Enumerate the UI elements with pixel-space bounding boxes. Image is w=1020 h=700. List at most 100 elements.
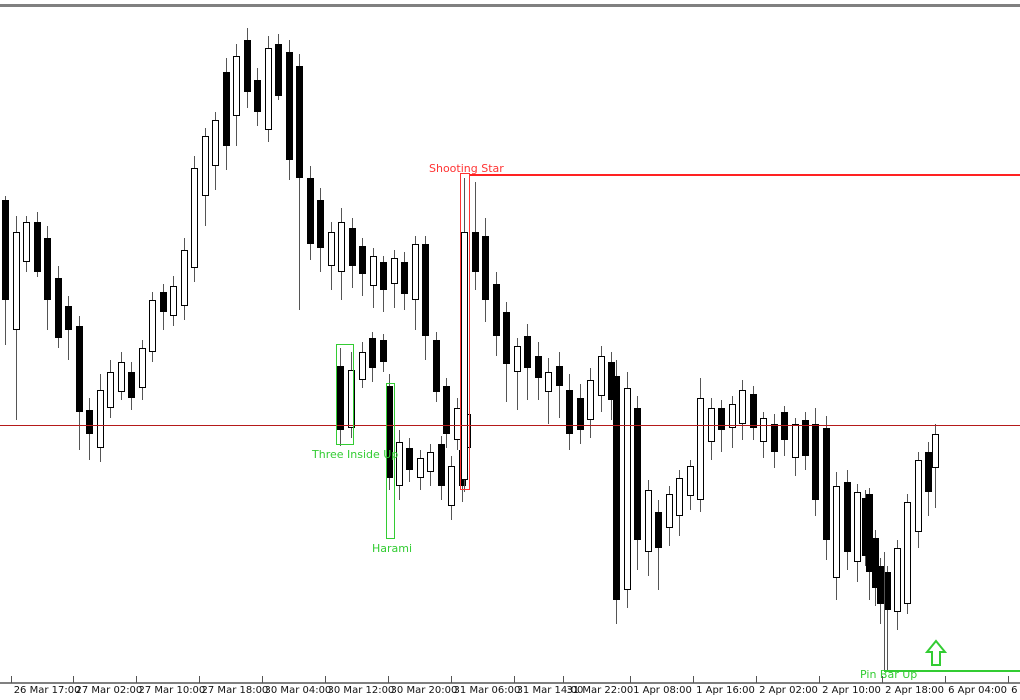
support-line[interactable] bbox=[0, 425, 1020, 426]
candle-body-bearish bbox=[482, 236, 489, 300]
x-axis-tick bbox=[563, 676, 565, 683]
candle-body-bullish bbox=[181, 250, 188, 306]
x-axis-tick-label: 2 Apr 18:00 bbox=[885, 685, 944, 696]
pin-bar-up-marker-line[interactable] bbox=[884, 552, 885, 670]
candle-body-bearish bbox=[503, 312, 510, 364]
candle-body-bullish bbox=[915, 460, 922, 532]
x-axis-tick bbox=[513, 676, 515, 683]
candle-body-bullish bbox=[729, 404, 736, 428]
candle-body-bearish bbox=[160, 292, 167, 312]
x-axis-tick bbox=[693, 676, 695, 683]
candle-body-bearish bbox=[613, 376, 620, 600]
candle-body-bearish bbox=[750, 394, 757, 428]
x-axis-tick-label: 27 Mar 18:00 bbox=[201, 685, 269, 696]
candle-body-bullish bbox=[833, 486, 840, 578]
candle-body-bullish bbox=[233, 56, 240, 116]
candle-body-bearish bbox=[55, 278, 62, 338]
candle-body-bearish bbox=[771, 424, 778, 452]
candle-body-bearish bbox=[577, 398, 584, 430]
x-axis-line bbox=[0, 682, 1020, 684]
candle-body-bullish bbox=[676, 478, 683, 516]
candle-body-bearish bbox=[535, 356, 542, 378]
candle-wick bbox=[299, 54, 300, 310]
pin-bar-level-line[interactable] bbox=[884, 670, 1020, 672]
candle-body-bearish bbox=[380, 262, 387, 290]
three-inside-up-box[interactable] bbox=[336, 344, 354, 445]
candle-body-bullish bbox=[191, 168, 198, 268]
candle-body-bearish bbox=[317, 200, 324, 248]
candle-body-bullish bbox=[139, 348, 146, 388]
x-axis-tick bbox=[387, 676, 389, 683]
x-axis-tick-label: 1 Apr 08:00 bbox=[633, 685, 692, 696]
candle-body-bearish bbox=[877, 566, 884, 604]
candle-body-bullish bbox=[23, 222, 30, 262]
candle-body-bearish bbox=[44, 238, 51, 300]
harami-box[interactable] bbox=[386, 383, 395, 539]
candle-body-bullish bbox=[687, 466, 694, 496]
candle-body-bullish bbox=[118, 362, 125, 392]
candle-body-bullish bbox=[645, 490, 652, 552]
x-axis-tick bbox=[261, 676, 263, 683]
candle-body-bearish bbox=[781, 412, 788, 440]
candle-body-bearish bbox=[2, 200, 9, 300]
candle-body-bullish bbox=[545, 372, 552, 392]
candle-body-bullish bbox=[97, 390, 104, 448]
x-axis-tick-label: 31 Mar 22:00 bbox=[566, 685, 634, 696]
x-axis: 26 Mar 17:00 27 Mar 02:00 27 Mar 10:00 27 M… bbox=[0, 676, 1020, 700]
candle-body-bearish bbox=[438, 444, 445, 486]
candle-body-bullish bbox=[894, 548, 901, 612]
x-axis-tick-label: 31 Mar 06:00 bbox=[453, 685, 521, 696]
shooting-star-box[interactable] bbox=[460, 173, 470, 490]
candle-body-bullish bbox=[598, 356, 605, 396]
candle-body-bearish bbox=[823, 428, 830, 540]
x-axis-tick-label: 30 Mar 04:00 bbox=[264, 685, 332, 696]
x-axis-tick-label: 27 Mar 10:00 bbox=[138, 685, 206, 696]
chart-plot-area[interactable]: Three Inside Up Harami Shooting Star Pin Ba… bbox=[0, 7, 1020, 681]
candle-body-bearish bbox=[925, 452, 932, 492]
candle-body-bullish bbox=[396, 442, 403, 486]
x-axis-tick bbox=[819, 676, 821, 683]
x-axis-tick-label: 31 Mar 14:00 bbox=[516, 685, 584, 696]
candle-body-bullish bbox=[792, 424, 799, 458]
candle-body-bullish bbox=[666, 494, 673, 528]
candle-body-bearish bbox=[634, 408, 641, 540]
x-axis-tick-label: 6 Apr 12:00 bbox=[1011, 685, 1020, 696]
candle-body-bearish bbox=[76, 326, 83, 412]
candle-body-bullish bbox=[348, 370, 355, 428]
candle-body-bullish bbox=[328, 232, 335, 266]
resistance-line[interactable] bbox=[469, 174, 1020, 176]
candle-body-bearish bbox=[812, 424, 819, 500]
candle-body-bearish bbox=[844, 482, 851, 552]
candle-body-bullish bbox=[904, 502, 911, 604]
candle-body-bullish bbox=[149, 300, 156, 352]
candle-body-bearish bbox=[524, 336, 531, 368]
candle-body-bullish bbox=[212, 120, 219, 166]
candle-body-bullish bbox=[13, 232, 20, 330]
candle-body-bullish bbox=[170, 286, 177, 316]
chart-top-border bbox=[0, 4, 1020, 7]
candle-body-bearish bbox=[866, 494, 873, 572]
candle-body-bullish bbox=[265, 48, 272, 130]
candle-body-bearish bbox=[433, 340, 440, 392]
candle-body-bullish bbox=[697, 398, 704, 500]
x-axis-tick bbox=[135, 676, 137, 683]
x-axis-tick-label: 30 Mar 12:00 bbox=[327, 685, 395, 696]
candle-body-bearish bbox=[493, 284, 500, 336]
candle-body-bearish bbox=[349, 228, 356, 266]
candle-body-bullish bbox=[448, 466, 455, 506]
candle-body-bearish bbox=[128, 372, 135, 398]
candle-body-bullish bbox=[202, 136, 209, 196]
three-inside-up-label: Three Inside Up bbox=[312, 448, 399, 461]
candle-body-bearish bbox=[401, 262, 408, 294]
candle-body-bearish bbox=[307, 178, 314, 244]
candle-body-bearish bbox=[556, 366, 563, 386]
x-axis-tick-label: 2 Apr 02:00 bbox=[759, 685, 818, 696]
candle-body-bearish bbox=[286, 52, 293, 160]
candle-body-bearish bbox=[380, 340, 387, 362]
x-axis-tick bbox=[882, 676, 884, 683]
candle-body-bearish bbox=[34, 222, 41, 272]
candle-body-bullish bbox=[932, 434, 939, 468]
candle-body-bearish bbox=[802, 420, 809, 456]
candle-body-bearish bbox=[422, 244, 429, 336]
candle-body-bullish bbox=[359, 352, 366, 380]
